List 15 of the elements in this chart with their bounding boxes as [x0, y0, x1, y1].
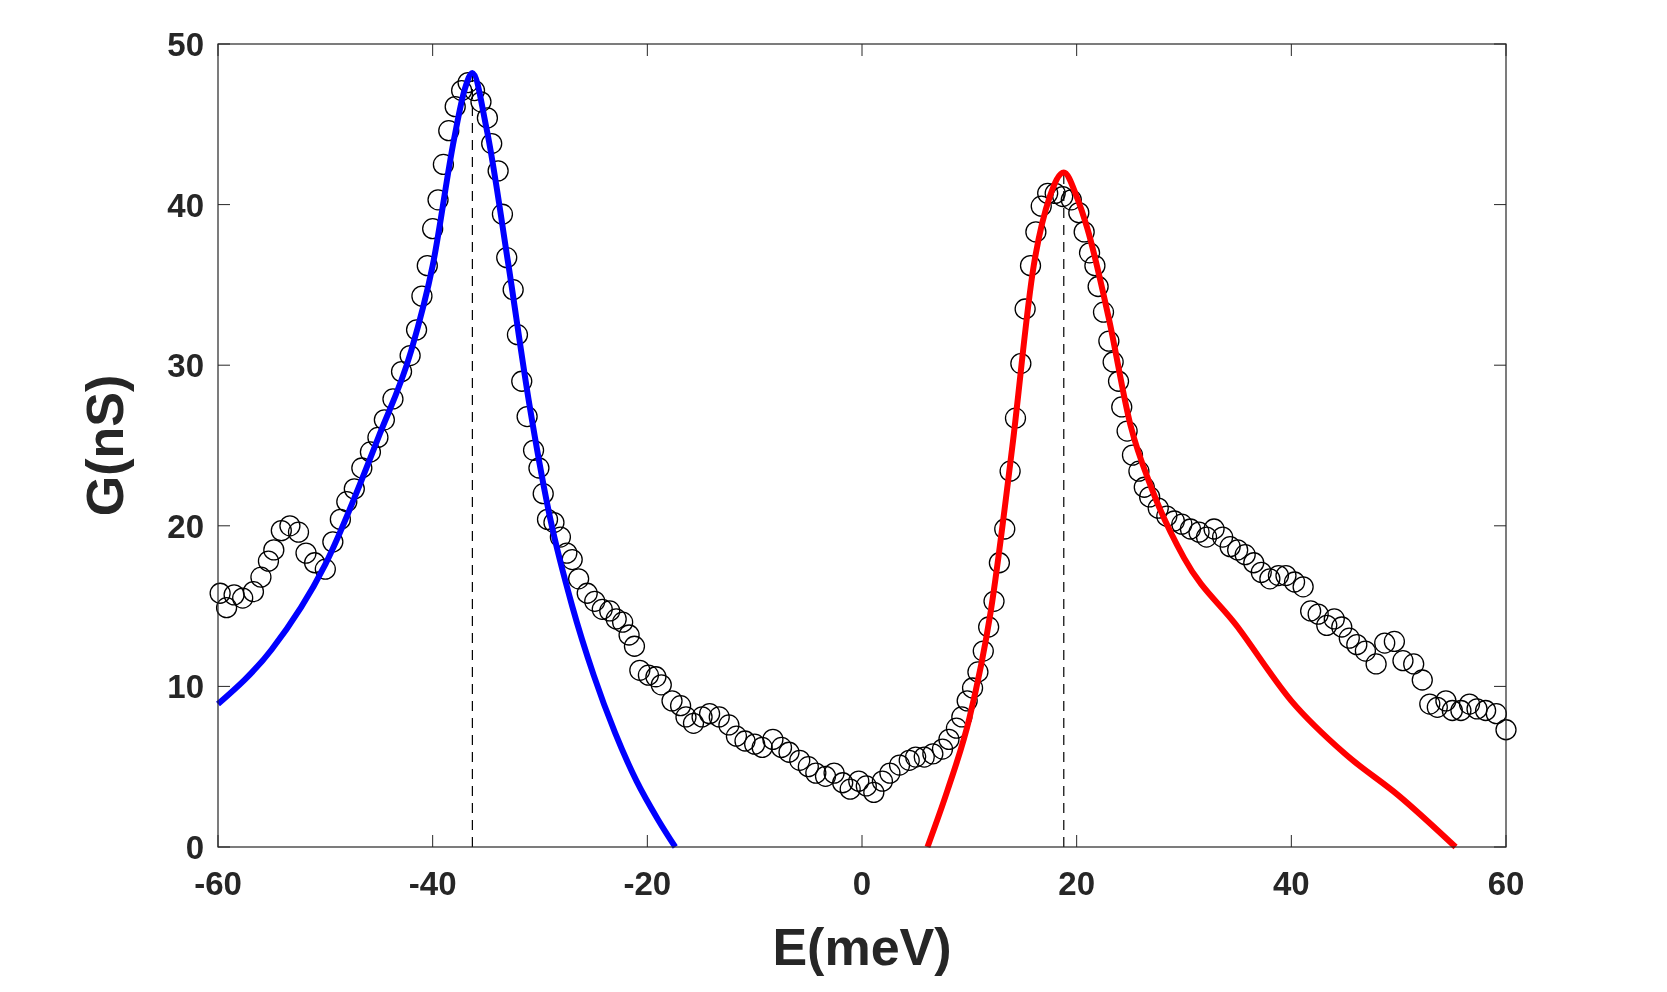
y-tick-label: 0: [185, 829, 204, 866]
y-axis-title: G(nS): [76, 374, 134, 517]
x-tick-label: 60: [1487, 865, 1525, 902]
x-tick-label: -60: [194, 865, 242, 902]
x-tick-label: 40: [1272, 865, 1310, 902]
y-tick-label: 20: [167, 507, 204, 545]
y-tick-label: 40: [167, 186, 204, 224]
y-tick-label: 30: [167, 347, 204, 385]
x-tick-label: -40: [408, 865, 457, 902]
y-tick-label: 10: [167, 668, 204, 706]
y-tick-label: 50: [167, 26, 204, 63]
x-tick-label: -20: [623, 865, 672, 902]
x-tick-label: 20: [1058, 865, 1096, 902]
x-tick-label: 0: [852, 865, 872, 902]
x-axis-title: E(meV): [772, 918, 952, 976]
